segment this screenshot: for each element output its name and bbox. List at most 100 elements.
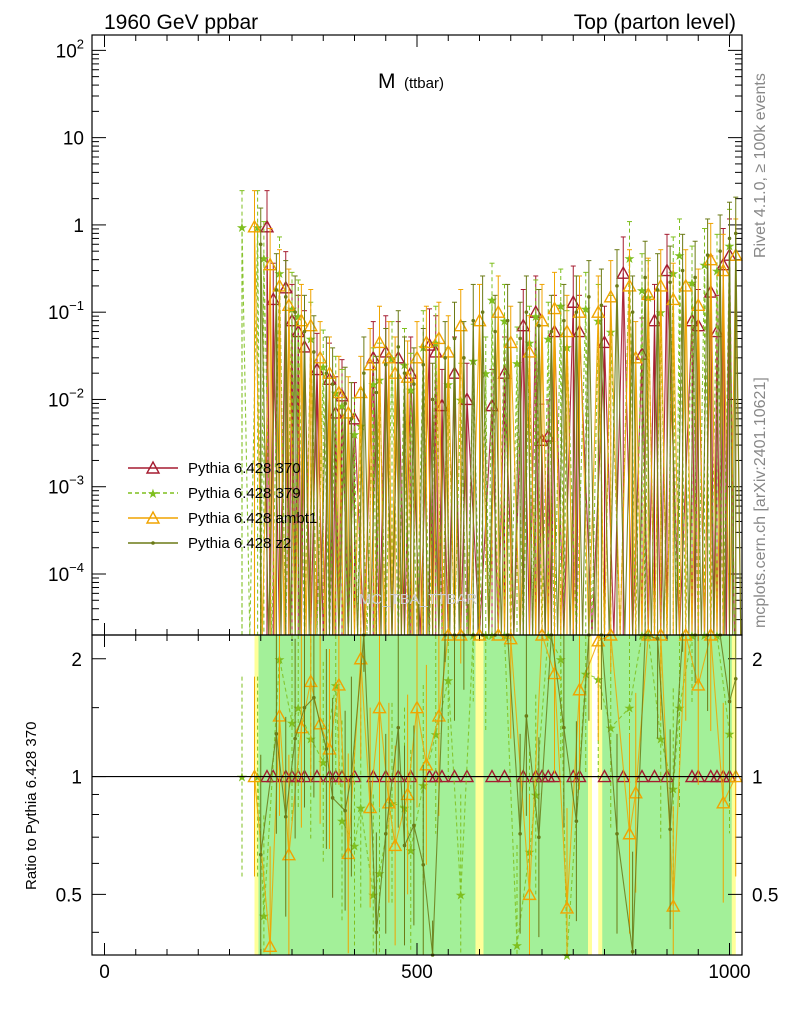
ratio-point: ★ [292, 702, 304, 717]
data-point [383, 362, 388, 367]
ratio-point: ★ [699, 629, 711, 644]
ratio-panel-frame [91, 634, 743, 956]
data-point [324, 371, 329, 375]
data-point [362, 371, 366, 375]
mcplots-site-label: mcplots.cern.ch [arXiv:2401.10621] [752, 377, 769, 628]
data-point [262, 257, 278, 271]
data-point [258, 242, 263, 247]
plot-title: M (ttbar) [378, 70, 444, 93]
data-point [537, 323, 541, 328]
data-point [524, 310, 529, 314]
data-point [343, 401, 347, 406]
ratio-point: ★ [655, 733, 667, 748]
data-point: ★ [486, 293, 498, 308]
data-point: ★ [258, 252, 270, 267]
ratio-point: ★ [711, 629, 723, 644]
data-point [668, 280, 672, 285]
data-point [615, 284, 619, 288]
data-point: ★ [699, 259, 711, 274]
series-layer: ★ ★★★★★★★★★★★★★★ ★★★ ★★★★★★★★★★★★★★★★★★★★★★… [236, 190, 743, 636]
series-3 [258, 196, 742, 636]
data-point [283, 295, 288, 299]
data-point: ★ [636, 284, 648, 299]
data-point [733, 231, 738, 236]
data-point: ★ [236, 221, 248, 236]
ratio-point: ★ [286, 716, 298, 731]
ratio-point: ★ [686, 629, 698, 644]
legend-label: Pythia 6.428 ambt1 [188, 510, 317, 527]
ratio-point [362, 800, 378, 814]
data-point [505, 318, 510, 323]
ratio-point: ★ [236, 771, 248, 786]
data-point [718, 249, 722, 253]
data-point [603, 289, 618, 303]
ratio-point [559, 900, 575, 914]
ratio-y-tick-label: 1 [71, 768, 82, 789]
ratio-y-label: Ratio to Pythia 6.428 370 [23, 722, 40, 890]
ratio-point: ★ [367, 888, 379, 903]
data-point [396, 345, 401, 349]
data-point [655, 288, 660, 292]
data-point: ★ [580, 303, 592, 318]
data-point [259, 219, 275, 233]
ratio-point: ★ [511, 939, 523, 954]
data-point [247, 219, 262, 233]
header-right: Top (parton level) [574, 11, 736, 34]
data-point [562, 318, 566, 323]
data-point: ★ [711, 265, 723, 280]
ratio-point: ★ [405, 844, 417, 859]
y-tick-label: 10−3 [48, 473, 84, 499]
data-point: ★ [336, 400, 348, 415]
ratio-y-tick-label: 2 [71, 650, 82, 671]
header-left: 1960 GeV ppbar [104, 11, 258, 34]
data-point [349, 417, 354, 421]
data-point: ★ [674, 249, 686, 264]
ratio-point: ★ [486, 629, 498, 644]
data-point: ★ [330, 387, 342, 402]
ratio-point: ★ [561, 949, 573, 964]
data-point [680, 268, 685, 273]
data-point [402, 371, 407, 375]
data-point [693, 275, 697, 280]
y-tick-labels: 10−4 10−3 10−2 10−1 1 10 102 0.5 0.5 1 1 2 2 [48, 36, 778, 906]
data-point [452, 336, 457, 341]
data-point [587, 295, 591, 299]
ratio-point [622, 826, 637, 840]
x-tick-label: 0 [99, 962, 110, 983]
data-point [462, 356, 466, 360]
data-point [362, 357, 378, 371]
legend-marker [151, 541, 155, 545]
ratio-y-tick-label-right: 2 [752, 650, 763, 671]
data-point [330, 382, 335, 386]
ratio-point: ★ [349, 839, 361, 854]
y-tick-label: 1 [73, 216, 84, 237]
data-point [421, 362, 426, 367]
data-point: ★ [252, 221, 264, 236]
data-point [493, 329, 497, 334]
watermark: MC_TBA_TTBAR [359, 591, 478, 608]
ratio-point: ★ [455, 888, 467, 903]
ratio-point: ★ [555, 653, 567, 668]
data-point: ★ [405, 384, 417, 399]
ratio-point [716, 795, 731, 809]
data-point [431, 330, 447, 345]
legend-marker [145, 510, 161, 524]
data-point [616, 265, 631, 279]
data-point [312, 350, 328, 364]
x-tick-label: 1000 [708, 962, 750, 983]
panel-frames [91, 34, 743, 956]
ratio-point [522, 886, 537, 901]
data-point: ★ [367, 378, 379, 393]
data-point [643, 275, 647, 280]
x-tick-label: 500 [401, 962, 433, 983]
data-point [518, 336, 522, 341]
ratio-point: ★ [317, 756, 329, 771]
data-point [705, 253, 710, 257]
data-point [312, 350, 316, 354]
data-point [549, 329, 554, 334]
data-point: ★ [499, 315, 511, 330]
y-tick-label: 10 [63, 129, 84, 150]
legend-label: Pythia 6.428 z2 [188, 535, 291, 552]
data-point: ★ [386, 352, 398, 367]
ratio-point [262, 938, 278, 952]
